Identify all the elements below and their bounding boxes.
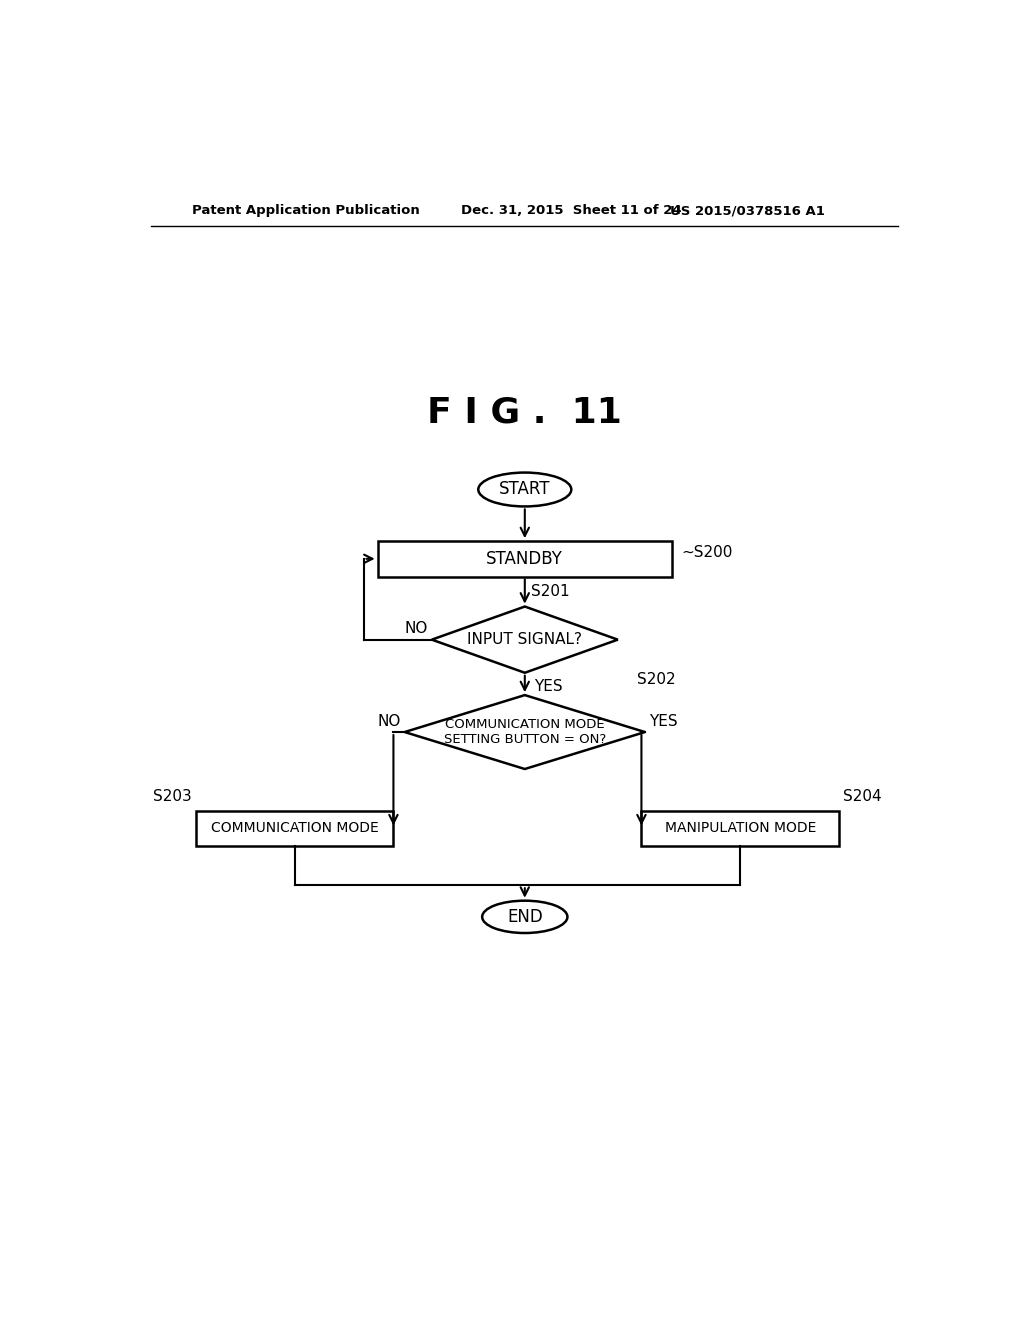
Polygon shape: [404, 696, 645, 770]
Text: S201: S201: [531, 583, 569, 599]
Text: YES: YES: [535, 678, 563, 694]
Text: NO: NO: [404, 622, 428, 636]
Text: END: END: [507, 908, 543, 925]
Text: COMMUNICATION MODE: COMMUNICATION MODE: [211, 821, 379, 836]
FancyBboxPatch shape: [378, 541, 672, 577]
Text: MANIPULATION MODE: MANIPULATION MODE: [665, 821, 816, 836]
Ellipse shape: [478, 473, 571, 507]
Text: COMMUNICATION MODE
SETTING BUTTON = ON?: COMMUNICATION MODE SETTING BUTTON = ON?: [443, 718, 606, 746]
FancyBboxPatch shape: [641, 810, 839, 846]
Text: S202: S202: [637, 672, 676, 688]
Text: S203: S203: [154, 789, 191, 804]
Text: F I G .  11: F I G . 11: [427, 396, 623, 429]
Polygon shape: [432, 607, 617, 673]
FancyBboxPatch shape: [196, 810, 393, 846]
Text: STANDBY: STANDBY: [486, 550, 563, 568]
Text: S204: S204: [843, 789, 882, 804]
Text: INPUT SIGNAL?: INPUT SIGNAL?: [467, 632, 583, 647]
Text: Patent Application Publication: Patent Application Publication: [191, 205, 419, 218]
Ellipse shape: [482, 900, 567, 933]
Text: US 2015/0378516 A1: US 2015/0378516 A1: [671, 205, 825, 218]
Text: YES: YES: [649, 714, 678, 729]
Text: Dec. 31, 2015  Sheet 11 of 24: Dec. 31, 2015 Sheet 11 of 24: [461, 205, 682, 218]
Text: ~S200: ~S200: [681, 545, 733, 560]
Text: START: START: [499, 480, 551, 499]
Text: NO: NO: [378, 714, 400, 729]
